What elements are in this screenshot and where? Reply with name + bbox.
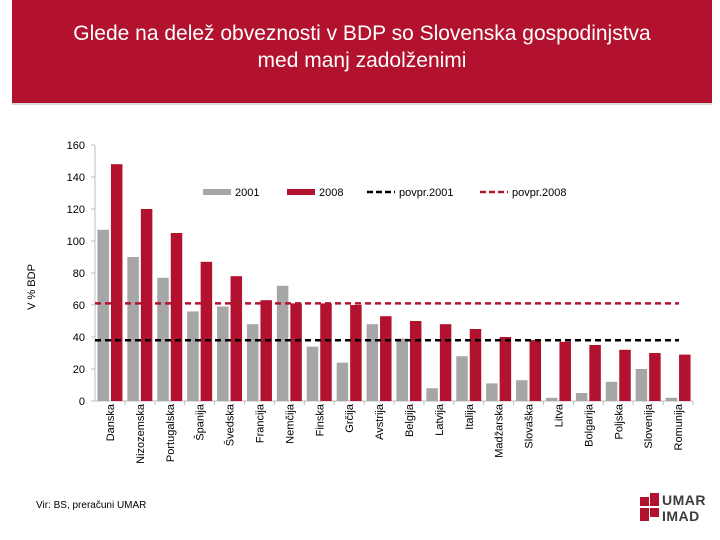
bar-2001 <box>635 369 648 401</box>
bar-2008 <box>230 276 243 401</box>
x-tick-label: Danska <box>105 403 117 441</box>
title-line-2: med manj zadolženimi <box>257 49 467 72</box>
bar-2001 <box>665 397 678 401</box>
logo-text-umar: UMAR <box>662 492 706 508</box>
legend-avg-2001-label: povpr.2001 <box>399 187 453 199</box>
legend-2001-label: 2001 <box>235 187 259 199</box>
bar-2008 <box>439 324 452 401</box>
bar-2008 <box>499 337 512 401</box>
y-tick-label: 20 <box>73 364 85 376</box>
bar-2008 <box>110 164 123 401</box>
bar-2001 <box>306 346 319 401</box>
x-tick-label: Španija <box>194 403 207 441</box>
x-tick-label: Slovenija <box>643 403 655 449</box>
bar-2008 <box>290 303 302 401</box>
y-tick-label: 60 <box>73 300 85 312</box>
y-axis-title: V % BDP <box>26 264 38 310</box>
page-title: Glede na delež obveznosti v BDP so Slove… <box>12 20 712 74</box>
bar-2008 <box>320 303 332 401</box>
x-tick-label: Latvija <box>434 403 446 436</box>
title-line-1: Glede na delež obveznosti v BDP so Slove… <box>73 22 651 45</box>
logo-mark-icon <box>640 493 659 521</box>
x-tick-label: Nemčija <box>284 403 296 444</box>
bar-2008 <box>409 321 422 401</box>
bar-2001 <box>486 383 498 401</box>
bar-2001 <box>545 397 558 401</box>
bar-2008 <box>679 354 691 401</box>
legend-2001-swatch <box>203 189 231 195</box>
bar-2008 <box>619 349 631 401</box>
x-tick-label: Francija <box>254 403 266 443</box>
legend-avg-2008-label: povpr.2008 <box>512 187 566 199</box>
x-tick-label: Belgija <box>404 403 416 437</box>
y-tick-label: 100 <box>67 236 85 248</box>
bar-2001 <box>605 381 618 401</box>
x-tick-label: Finska <box>314 403 326 436</box>
x-tick-label: Švedska <box>224 403 237 446</box>
bar-2001 <box>396 338 408 401</box>
y-tick-label: 40 <box>73 332 85 344</box>
bar-2008 <box>380 316 392 401</box>
bar-2008 <box>529 340 542 401</box>
bar-chart: 0 20 40 60 80 100 120 140 160 V % BDP Danska Nizoze… <box>26 140 694 464</box>
bar-2001 <box>157 277 169 401</box>
x-tick-label: Italija <box>464 403 476 430</box>
legend-2008-label: 2008 <box>319 187 343 199</box>
bar-2001 <box>456 356 468 401</box>
bar-2001 <box>217 306 229 401</box>
bar-2001 <box>426 388 438 401</box>
bar-2001 <box>97 229 109 401</box>
bar-2008 <box>260 300 272 401</box>
x-tick-label: Nizozemska <box>135 403 147 464</box>
logo-text-imad: IMAD <box>662 508 700 524</box>
y-tick-label: 80 <box>73 268 85 280</box>
y-tick-label: 160 <box>67 140 85 152</box>
bar-2008 <box>469 329 482 401</box>
bar-2008 <box>140 209 153 401</box>
x-tick-label: Grčija <box>344 403 356 433</box>
title-divider <box>12 103 712 105</box>
umar-logo: UMAR IMAD <box>640 490 715 530</box>
bar-2001 <box>336 362 349 401</box>
bar-2001 <box>366 324 379 401</box>
x-tick-label: Avstrija <box>374 403 386 440</box>
bar-2001 <box>127 257 139 401</box>
bar-2001 <box>187 311 199 401</box>
legend-box <box>183 182 603 202</box>
y-tick-label: 140 <box>67 172 85 184</box>
y-tick-label: 120 <box>67 204 85 216</box>
bar-2001 <box>516 380 528 401</box>
x-tick-label: Slovaška <box>524 403 536 449</box>
x-tick-label: Madžarska <box>494 403 506 458</box>
bar-2008 <box>589 345 601 401</box>
bar-2001 <box>246 324 259 401</box>
x-tick-label: Romunija <box>673 403 685 450</box>
x-tick-label: Bolgarija <box>583 403 595 447</box>
bar-2008 <box>200 261 213 401</box>
bar-2008 <box>649 353 661 401</box>
bar-2001 <box>276 285 289 401</box>
bar-2008 <box>559 341 571 401</box>
bar-2001 <box>575 393 588 401</box>
bar-2008 <box>350 305 362 401</box>
source-note: Vir: BS, preračuni UMAR <box>36 500 147 511</box>
x-tick-label: Portugalska <box>165 403 177 462</box>
bar-2008 <box>170 233 183 401</box>
x-tick-label: Poljska <box>613 403 625 439</box>
x-tick-label: Litva <box>553 403 565 427</box>
legend-2008-swatch <box>287 189 315 195</box>
y-tick-label: 0 <box>79 396 85 408</box>
title-band <box>12 0 712 103</box>
